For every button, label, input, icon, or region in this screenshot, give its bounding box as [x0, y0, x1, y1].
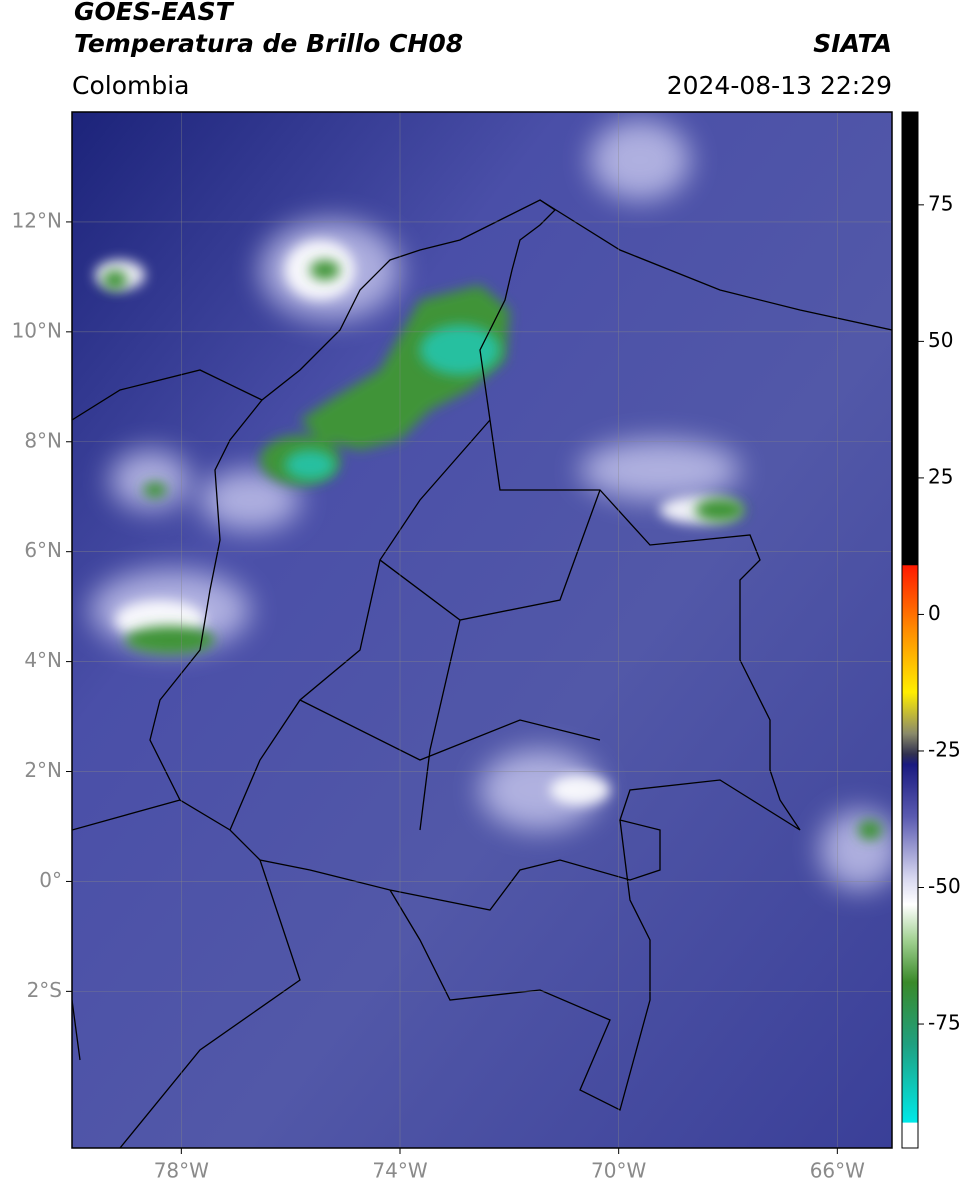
colorbar-tick-label: -50	[928, 874, 961, 898]
region: Colombia	[72, 71, 189, 100]
source: SIATA	[813, 29, 892, 58]
datetime: 2024-08-13 22:29	[667, 71, 892, 100]
colorbar-tick-label: -75	[928, 1011, 961, 1035]
lon-tick-label: 66°W	[810, 1159, 865, 1183]
colorbar	[901, 111, 919, 1149]
colorbar-tick-label: 25	[928, 464, 953, 488]
colorbar-tick-label: 0	[928, 601, 941, 625]
lat-tick-label: 4°N	[24, 648, 62, 672]
colorbar-tick-label: -25	[928, 737, 961, 761]
satellite-image	[72, 112, 892, 1148]
lon-tick-label: 70°W	[591, 1159, 646, 1183]
map-frame	[71, 111, 893, 1149]
product: Temperatura de Brillo CH08	[74, 29, 463, 58]
satellite: GOES-EAST	[74, 0, 235, 26]
lat-tick-label: 8°N	[24, 428, 62, 452]
lat-tick-label: 10°N	[12, 318, 62, 342]
colorbar-tick-label: 75	[928, 191, 953, 215]
lat-tick-label: 2°N	[24, 758, 62, 782]
lon-tick-label: 74°W	[372, 1159, 427, 1183]
lat-tick-label: 12°N	[12, 208, 62, 232]
lat-tick-label: 2°S	[27, 978, 62, 1002]
lat-tick-label: 0°	[39, 868, 62, 892]
lat-tick-label: 6°N	[24, 538, 62, 562]
lon-tick-label: 78°W	[154, 1159, 209, 1183]
colorbar-tick-label: 50	[928, 328, 953, 352]
